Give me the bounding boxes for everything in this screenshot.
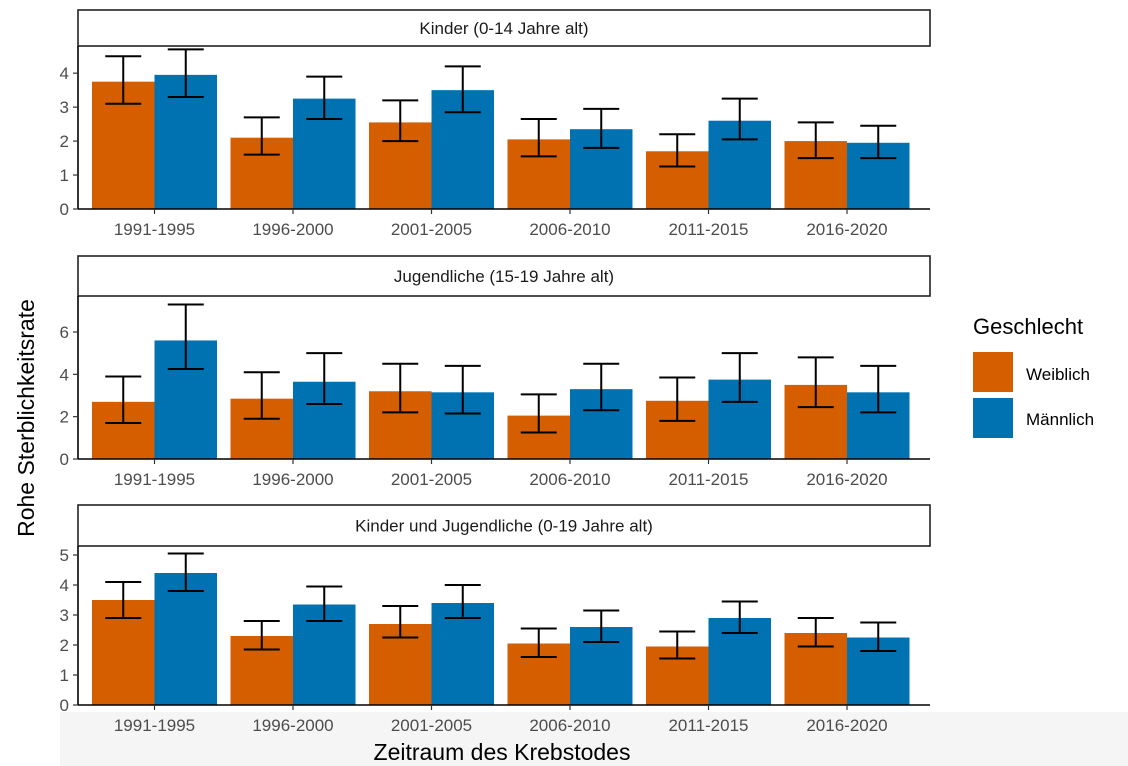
error-bar	[382, 362, 419, 414]
error-bar	[105, 581, 142, 619]
error-bar	[520, 118, 557, 158]
x-tick-label: 2006-2010	[529, 470, 610, 489]
legend-label-maennlich: Männlich	[1026, 410, 1094, 429]
x-tick-label: 1996-2000	[252, 716, 333, 735]
facet-title: Kinder (0-14 Jahre alt)	[419, 19, 588, 38]
error-bar	[243, 371, 280, 420]
error-bar	[797, 121, 834, 160]
bottom-band	[60, 712, 1128, 766]
y-tick-label: 0	[60, 696, 69, 715]
y-tick-label: 6	[60, 323, 69, 342]
y-tick-label: 0	[60, 450, 69, 469]
x-tick-label: 2006-2010	[529, 716, 610, 735]
y-tick-label: 3	[60, 606, 69, 625]
error-bar	[797, 617, 834, 648]
error-bar	[860, 124, 897, 160]
facet-strip	[77, 255, 931, 297]
error-bar	[105, 55, 142, 105]
error-bar	[520, 393, 557, 434]
error-bar	[860, 364, 897, 414]
error-bar	[583, 362, 620, 412]
error-bar	[167, 48, 204, 98]
y-tick-label: 3	[60, 98, 69, 117]
y-axis-title: Rohe Sterblichkeitsrate	[13, 299, 39, 537]
error-bar	[659, 133, 696, 168]
error-bar	[659, 630, 696, 660]
y-tick-label: 4	[60, 365, 69, 384]
legend: Geschlecht Weiblich Männlich	[973, 314, 1094, 438]
error-bar	[659, 376, 696, 422]
error-bar	[243, 116, 280, 156]
x-tick-label: 2016-2020	[806, 470, 887, 489]
panel-3: Kinder und Jugendliche (0-19 Jahre alt) 0…	[60, 504, 931, 735]
x-tick-label: 1991-1995	[114, 470, 195, 489]
panel-2: Jugendliche (15-19 Jahre alt) 0 2 4 6 1991-19…	[60, 255, 931, 489]
x-tick-label: 2016-2020	[806, 716, 887, 735]
y-tick-label: 5	[60, 546, 69, 565]
error-bar	[797, 356, 834, 409]
error-bar	[306, 352, 343, 405]
x-tick-label: 1996-2000	[252, 470, 333, 489]
error-bar	[167, 303, 204, 371]
error-bar	[583, 107, 620, 149]
x-tick-label: 2006-2010	[529, 220, 610, 239]
error-bar	[860, 621, 897, 652]
x-tick-label: 2011-2015	[668, 220, 748, 239]
y-tick-label: 1	[60, 666, 69, 685]
x-tick-label: 1991-1995	[114, 716, 195, 735]
y-tick-label: 0	[60, 200, 69, 219]
error-bar	[721, 352, 758, 403]
error-bar	[444, 584, 481, 619]
error-bar	[444, 364, 481, 415]
error-bar	[243, 620, 280, 651]
legend-label-weiblich: Weiblich	[1026, 365, 1090, 384]
error-bar	[583, 609, 620, 643]
y-tick-label: 4	[60, 64, 69, 83]
error-bar	[721, 600, 758, 634]
y-tick-label: 1	[60, 166, 69, 185]
legend-key-weiblich	[973, 352, 1013, 392]
error-bar	[105, 375, 142, 425]
error-bar	[306, 75, 343, 121]
panels: Kinder (0-14 Jahre alt) 0 1 2 3 4 1991-1995 199…	[60, 9, 931, 735]
x-tick-label: 2011-2015	[668, 470, 748, 489]
facet-title: Jugendliche (15-19 Jahre alt)	[394, 267, 614, 286]
legend-title: Geschlecht	[973, 314, 1083, 339]
panel-1: Kinder (0-14 Jahre alt) 0 1 2 3 4 1991-1995 199…	[60, 9, 931, 239]
x-tick-label: 1991-1995	[114, 220, 195, 239]
error-bar	[306, 585, 343, 622]
bar	[431, 603, 494, 705]
error-bar	[167, 552, 204, 592]
x-tick-label: 2016-2020	[806, 220, 887, 239]
y-tick-label: 2	[60, 132, 69, 151]
facet-title: Kinder und Jugendliche (0-19 Jahre alt)	[355, 517, 653, 536]
y-tick-label: 2	[60, 636, 69, 655]
x-tick-label: 1996-2000	[252, 220, 333, 239]
x-axis-title: Zeitraum des Krebstodes	[374, 739, 631, 765]
bar	[154, 573, 217, 705]
x-tick-label: 2011-2015	[668, 716, 748, 735]
error-bar	[382, 99, 419, 143]
y-tick-label: 2	[60, 408, 69, 427]
x-tick-label: 2001-2005	[391, 220, 472, 239]
x-tick-label: 2001-2005	[391, 470, 472, 489]
error-bar	[520, 627, 557, 658]
error-bar	[382, 605, 419, 639]
legend-key-maennlich	[973, 398, 1013, 438]
y-tick-label: 4	[60, 576, 69, 595]
facet-strip	[77, 9, 931, 47]
x-tick-label: 2001-2005	[391, 716, 472, 735]
error-bar	[444, 65, 481, 114]
error-bar	[721, 97, 758, 141]
facet-strip	[77, 504, 931, 547]
